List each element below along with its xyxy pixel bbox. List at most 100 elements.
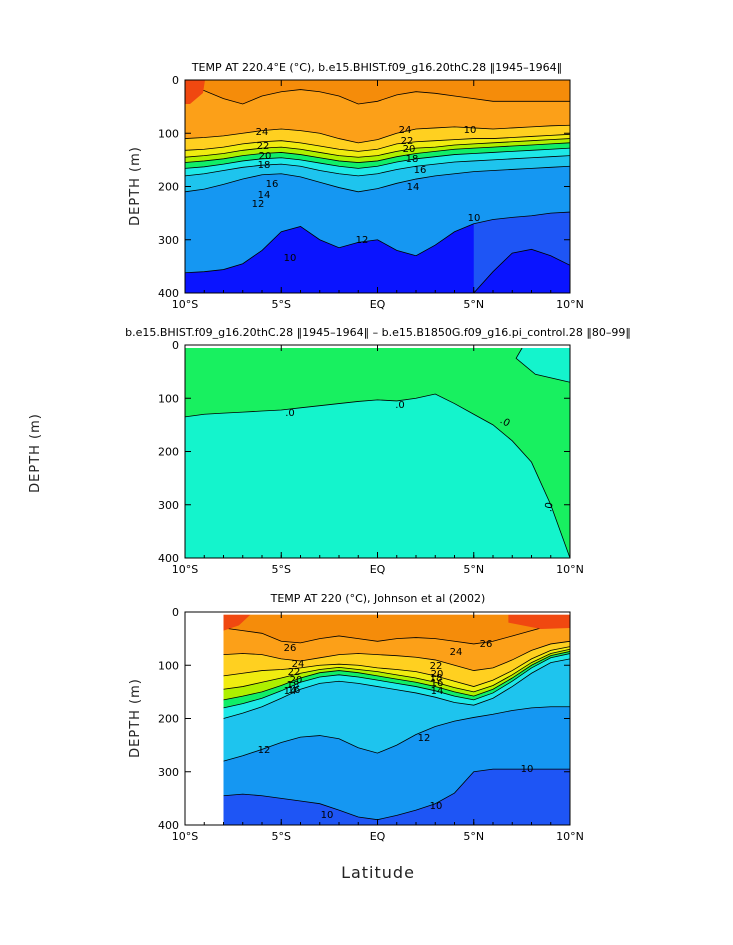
y-tick-label: 100 — [158, 659, 179, 672]
contour-label: 18 — [430, 673, 443, 684]
contour-label: 22 — [430, 661, 443, 672]
isotherm-10 — [185, 211, 570, 274]
contour-label: 20 — [259, 151, 272, 162]
contour-label: .0 — [543, 501, 555, 512]
isotherm-16 — [185, 147, 570, 169]
contour-label: 10 — [321, 810, 334, 821]
x-tick-label: EQ — [370, 563, 386, 576]
contour-label: 22 — [257, 141, 270, 152]
x-tick-label: 5°N — [463, 563, 484, 576]
contour-label: 16 — [266, 179, 279, 190]
contour-label: 26 — [284, 643, 297, 654]
x-tick-label: 10°S — [172, 563, 198, 576]
x-tick-label: 10°N — [556, 830, 584, 843]
no-data-west — [185, 612, 224, 825]
x-tick-label: EQ — [370, 830, 386, 843]
zero-contour — [185, 393, 570, 558]
isotherm-12 — [223, 706, 570, 762]
contour-band-26 — [223, 612, 570, 644]
contour-label: 16 — [288, 685, 301, 696]
warm-patch-east — [508, 614, 570, 630]
y-tick-label: 200 — [158, 713, 179, 726]
contour-label: 14 — [431, 686, 444, 697]
x-tick-label: 10°S — [172, 830, 198, 843]
isotherm-18 — [223, 651, 570, 701]
isotherm-18 — [185, 142, 570, 163]
contour-label: 12 — [252, 199, 265, 210]
panel-3: TEMP AT 220 (°C), Johnson et al (2002) 2… — [128, 592, 584, 882]
isotherm-24 — [185, 124, 570, 144]
panel-3-xlabel: Latitude — [341, 863, 415, 882]
contour-label: 10 — [464, 125, 477, 136]
warm-pool-patch — [185, 80, 205, 104]
isotherm-20 — [223, 648, 570, 693]
panel-2: b.e15.BHIST.f09_g16.20thC.28 ‖1945–1964‖… — [28, 326, 631, 576]
x-tick-label: 5°S — [272, 830, 291, 843]
contour-label: 18 — [287, 680, 300, 691]
panel-3-ylabel: DEPTH (m) — [128, 678, 143, 758]
isotherm-14 — [223, 658, 570, 719]
isotherm-8 — [473, 248, 570, 293]
contour-label: 20 — [290, 675, 303, 686]
x-tick-label: 10°N — [556, 563, 584, 576]
panel-2-title: b.e15.BHIST.f09_g16.20thC.28 ‖1945–1964‖… — [125, 326, 631, 339]
contour-label: 20 — [431, 669, 444, 680]
panel-3-axes: 10°S 5°S EQ 5°N 10°N 0 100 200 300 400 — [158, 606, 584, 843]
panel-3-title: TEMP AT 220 (°C), Johnson et al (2002) — [270, 592, 486, 605]
isotherm-16 — [223, 653, 570, 709]
x-tick-label: 5°N — [463, 298, 484, 311]
y-tick-label: 300 — [158, 234, 179, 247]
isotherm-14 — [185, 155, 570, 177]
contour-label: 10 — [468, 213, 481, 224]
contour-label: .0 — [285, 408, 295, 419]
isotherm-24 — [223, 640, 570, 671]
x-tick-label: 10°S — [172, 298, 198, 311]
contour-label: 24 — [399, 125, 412, 136]
panel-2-contours: .0 .0 .0 .0 — [185, 345, 570, 558]
contour-label: 24 — [292, 659, 305, 670]
warm-patch-west — [223, 614, 251, 631]
contour-label: 24 — [256, 127, 269, 138]
x-tick-label: 5°S — [272, 298, 291, 311]
contour-label: 12 — [418, 733, 431, 744]
contour-label: 22 — [401, 136, 414, 147]
contour-label: 18 — [406, 154, 419, 165]
diff-band-positive — [185, 345, 570, 558]
y-tick-label: 300 — [158, 766, 179, 779]
y-tick-label: 400 — [158, 819, 179, 832]
panel-2-ylabel: DEPTH (m) — [28, 413, 43, 493]
contour-label: 10 — [430, 801, 443, 812]
contour-label: 12 — [356, 235, 369, 246]
y-tick-label: 100 — [158, 392, 179, 405]
contour-label: 12 — [258, 745, 271, 756]
panel-1-ylabel: DEPTH (m) — [128, 146, 143, 226]
y-tick-label: 300 — [158, 499, 179, 512]
y-tick-label: 400 — [158, 552, 179, 565]
contour-label: 14 — [407, 182, 420, 193]
contour-label: 24 — [450, 647, 463, 658]
isotherm-26 — [223, 622, 570, 645]
contour-label: 20 — [403, 144, 416, 155]
y-tick-label: 0 — [172, 339, 179, 352]
isotherm-12 — [185, 165, 570, 193]
contour-label: .0 — [395, 400, 405, 411]
isotherm-22 — [185, 133, 570, 152]
x-tick-label: 10°N — [556, 298, 584, 311]
y-tick-label: 100 — [158, 127, 179, 140]
contour-label: 14 — [258, 190, 271, 201]
panel-1-title: TEMP AT 220.4°E (°C), b.e15.BHIST.f09_g1… — [191, 61, 562, 74]
contour-label: 18 — [258, 160, 271, 171]
panel-1: TEMP AT 220.4°E (°C), b.e15.BHIST.f09_g1… — [128, 61, 584, 311]
contour-label: 16 — [431, 678, 444, 689]
contour-label: 16 — [414, 165, 427, 176]
x-tick-label: EQ — [370, 298, 386, 311]
contour-label: 26 — [480, 639, 493, 650]
contour-label: 14 — [284, 686, 297, 697]
y-tick-label: 400 — [158, 287, 179, 300]
x-tick-label: 5°S — [272, 563, 291, 576]
y-tick-label: 0 — [172, 74, 179, 87]
isotherm-10 — [223, 768, 570, 821]
